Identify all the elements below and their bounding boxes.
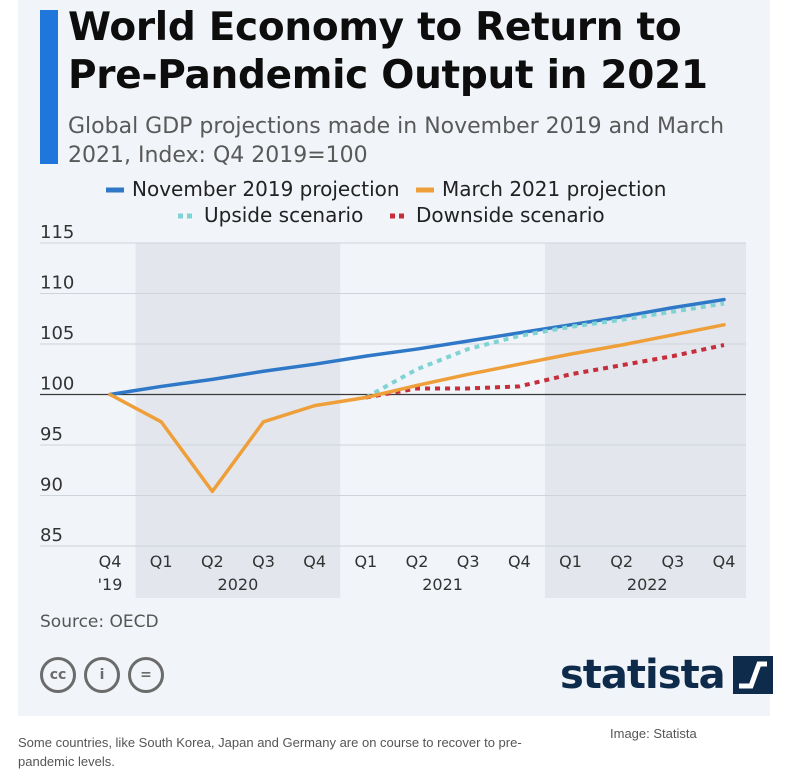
logo-mark-icon — [733, 656, 773, 694]
image-credit: Image: Statista — [610, 726, 697, 741]
y-tick-label: 85 — [40, 525, 63, 546]
x-tick-label: Q3 — [661, 552, 684, 571]
x-tick-label: Q4 — [99, 552, 122, 571]
year-label: 2021 — [422, 575, 463, 594]
legend-label-2: Upside scenario — [204, 203, 363, 227]
x-tick-label: Q1 — [150, 552, 173, 571]
image-caption: Some countries, like South Korea, Japan … — [18, 733, 578, 771]
no-derivatives-icon[interactable]: = — [128, 657, 164, 693]
x-tick-label: Q2 — [406, 552, 429, 571]
x-tick-label: Q3 — [457, 552, 480, 571]
legend-label-3: Downside scenario — [416, 203, 605, 227]
year-label: 2022 — [627, 575, 668, 594]
legend-label-0: November 2019 projection — [132, 177, 400, 201]
y-tick-label: 105 — [40, 323, 74, 344]
x-tick-label: Q2 — [610, 552, 633, 571]
x-tick-label: Q3 — [252, 552, 275, 571]
legend-label-1: March 2021 projection — [442, 177, 666, 201]
attribution-icon[interactable]: i — [84, 657, 120, 693]
y-tick-label: 100 — [40, 374, 74, 395]
y-tick-label: 115 — [40, 222, 74, 243]
x-tick-label: Q2 — [201, 552, 224, 571]
cc-icon[interactable]: cc — [40, 657, 76, 693]
x-tick-label: Q4 — [303, 552, 326, 571]
x-tick-label: Q1 — [559, 552, 582, 571]
license-icons: cc i = — [40, 657, 164, 693]
y-tick-label: 95 — [40, 424, 63, 445]
y-tick-label: 90 — [40, 475, 63, 496]
statista-logo[interactable]: statista — [560, 652, 773, 698]
y-tick-label: 110 — [40, 273, 74, 294]
source-note: Source: OECD — [40, 612, 159, 632]
shaded-band-0 — [136, 243, 341, 598]
year-label: '19 — [98, 575, 123, 594]
year-label: 2020 — [218, 575, 259, 594]
shaded-band-1 — [545, 243, 746, 598]
x-tick-label: Q4 — [713, 552, 736, 571]
x-tick-label: Q1 — [354, 552, 377, 571]
x-tick-label: Q4 — [508, 552, 531, 571]
logo-text: statista — [560, 652, 725, 698]
